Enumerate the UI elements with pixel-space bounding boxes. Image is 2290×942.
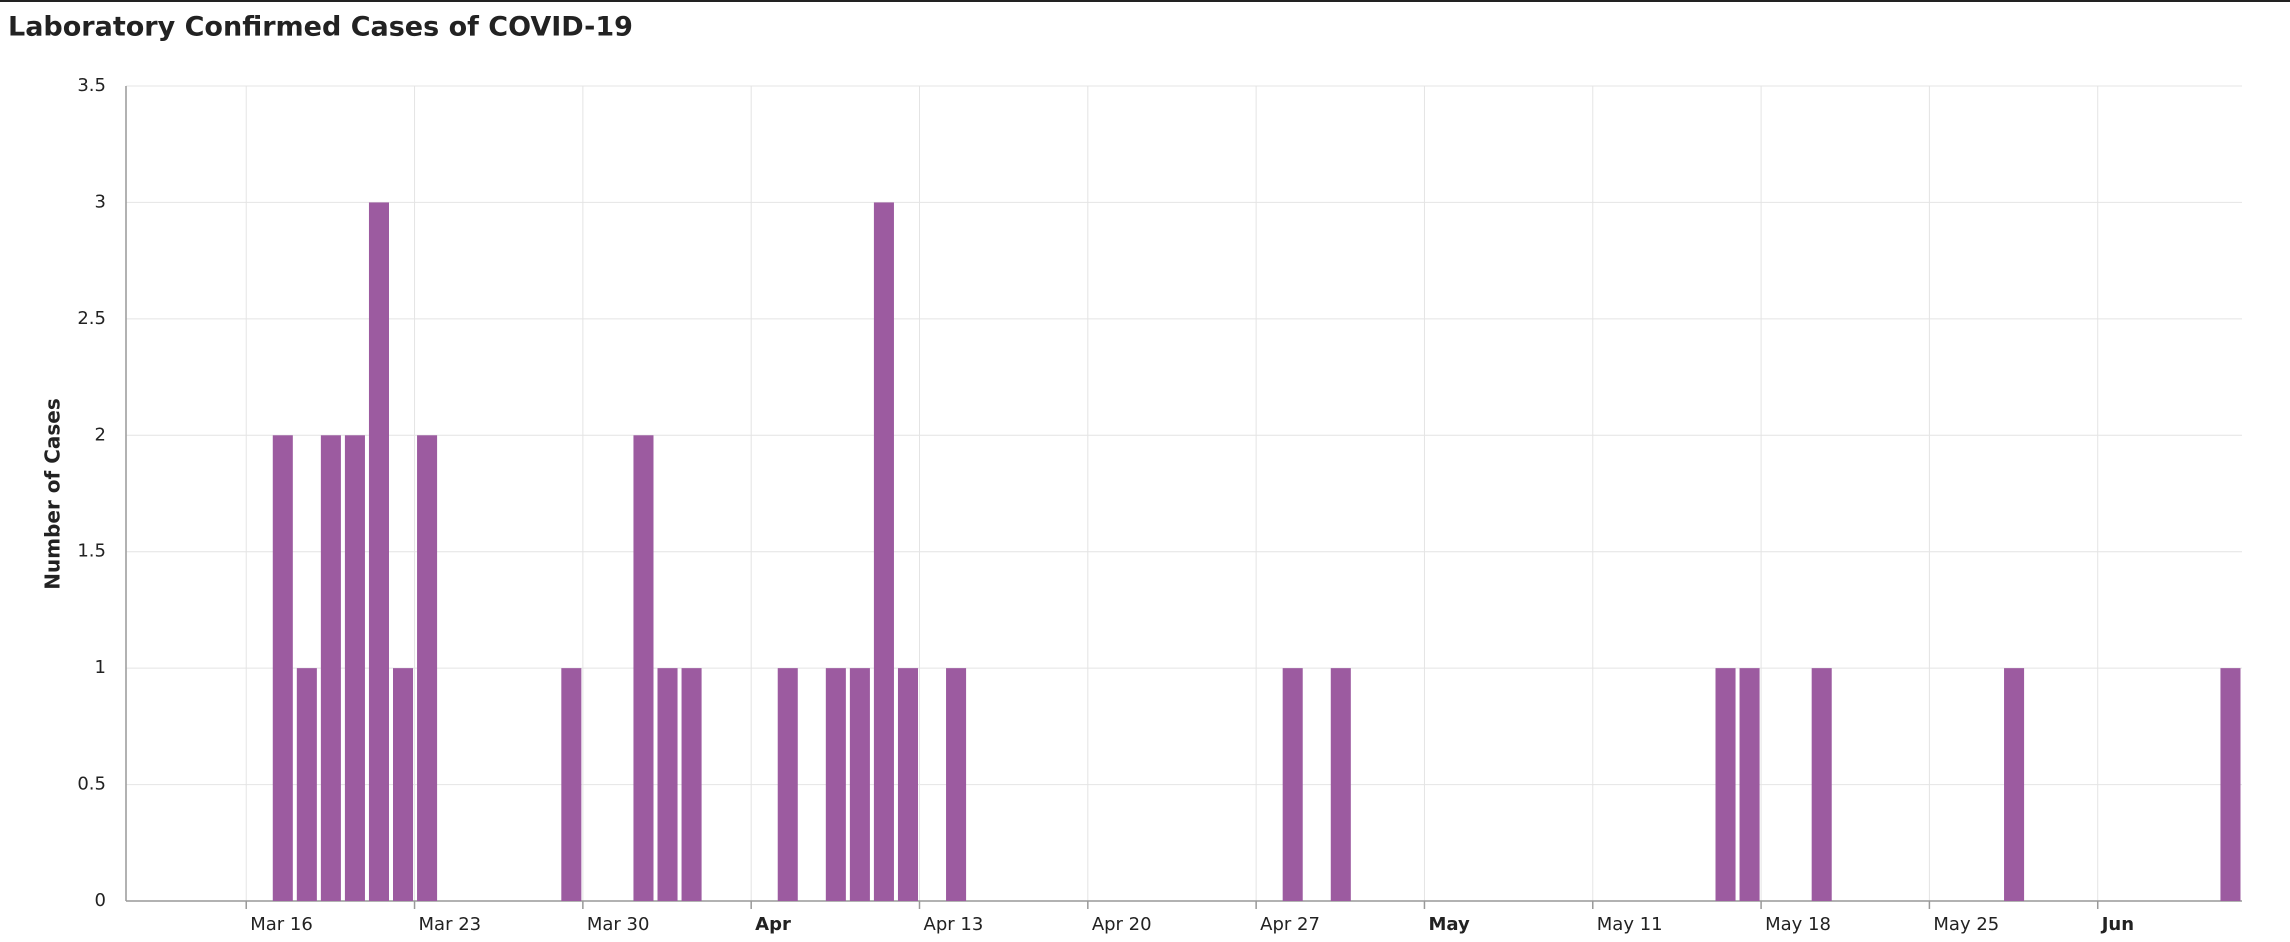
bar: [561, 668, 582, 901]
x-tick-label: Mar 30: [587, 914, 650, 935]
x-tick-label: Mar 23: [419, 914, 482, 935]
x-tick-label: Apr 20: [1092, 914, 1152, 935]
y-tick-label: 3: [95, 191, 106, 212]
x-tick-label: Jun: [2100, 914, 2134, 935]
x-tick-label: Apr 13: [924, 914, 984, 935]
bar: [873, 202, 894, 901]
x-tick-label: Apr 27: [1260, 914, 1320, 935]
bar: [1282, 668, 1303, 901]
x-tick-label: May 18: [1765, 914, 1831, 935]
x-tick-label: May 11: [1597, 914, 1663, 935]
bar: [1715, 668, 1736, 901]
y-tick-label: 0.5: [77, 774, 106, 795]
bar: [849, 668, 870, 901]
bar: [368, 202, 389, 901]
x-tick-label: May 25: [1933, 914, 1999, 935]
y-tick-label: 2.5: [77, 308, 106, 329]
bar: [681, 668, 702, 901]
bar: [272, 435, 293, 901]
x-tick-label: May: [1428, 914, 1470, 935]
y-tick-label: 3.5: [77, 75, 106, 96]
bar: [2004, 668, 2025, 901]
bar: [296, 668, 317, 901]
bar: [417, 435, 438, 901]
bar: [777, 668, 798, 901]
bar: [633, 435, 654, 901]
y-tick-label: 1: [95, 657, 106, 678]
bar: [1811, 668, 1832, 901]
x-tick-label: Mar 16: [250, 914, 313, 935]
y-tick-label: 1.5: [77, 541, 106, 562]
y-axis-label: Number of Cases: [41, 398, 65, 589]
bar: [393, 668, 414, 901]
bar: [825, 668, 846, 901]
y-tick-label: 0: [95, 890, 106, 911]
y-tick-label: 2: [95, 424, 106, 445]
bar: [1739, 668, 1760, 901]
bar: [946, 668, 967, 901]
bar: [897, 668, 918, 901]
bar: [320, 435, 341, 901]
bar: [2220, 668, 2241, 901]
bar: [344, 435, 365, 901]
x-tick-label: Apr: [755, 914, 791, 935]
chart-title: Laboratory Confirmed Cases of COVID-19: [8, 12, 633, 43]
bar: [657, 668, 678, 901]
bar: [1330, 668, 1351, 901]
